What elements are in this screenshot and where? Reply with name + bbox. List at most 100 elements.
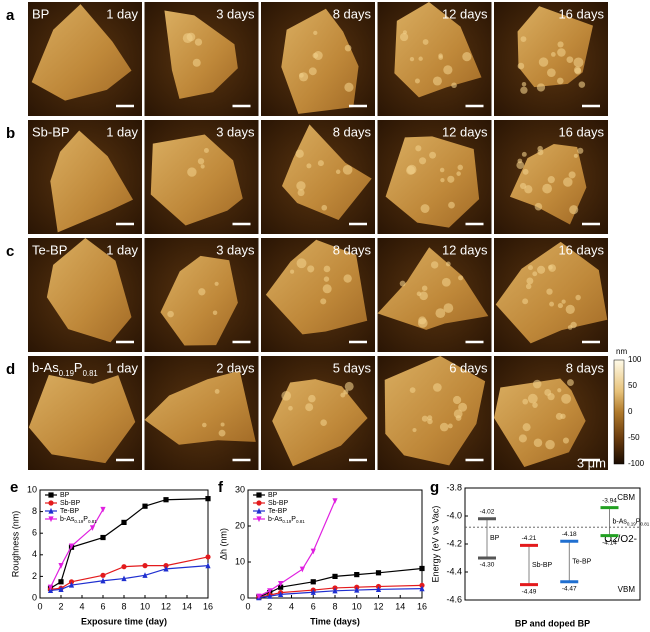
point <box>68 579 75 585</box>
day-label: 16 days <box>558 242 604 257</box>
point <box>205 562 211 569</box>
day-label: 1 day <box>106 360 138 375</box>
flake <box>377 247 489 330</box>
cbm-label: -3.94 <box>602 497 617 504</box>
spot <box>526 277 534 285</box>
spot <box>419 291 428 301</box>
day-label: 16 days <box>558 124 604 139</box>
vbm-label: -4.30 <box>480 562 495 569</box>
afm-image <box>28 2 142 116</box>
legend-marker <box>48 500 54 506</box>
point <box>278 584 284 590</box>
afm-image <box>261 2 375 116</box>
spot <box>344 44 352 52</box>
spot <box>186 32 196 42</box>
point <box>375 570 382 576</box>
spot <box>306 163 312 169</box>
spot <box>443 65 453 75</box>
x-tick-label: 12 <box>373 601 383 611</box>
spot <box>520 86 528 94</box>
cbm-text: CBM <box>617 493 635 502</box>
point <box>89 525 96 531</box>
panel-label: f <box>218 479 224 496</box>
day-label: 1 day <box>106 242 138 257</box>
spot <box>524 185 533 194</box>
spot <box>322 284 332 294</box>
x-tick-label: 12 <box>161 601 171 611</box>
afm-image <box>144 238 259 352</box>
vbm-label: -4.14 <box>602 539 617 546</box>
flake <box>50 130 134 233</box>
scale-text: 3 μm <box>577 455 606 470</box>
spot <box>418 56 423 61</box>
day-label: 1 day <box>106 124 138 139</box>
spot <box>560 413 566 420</box>
point <box>163 497 169 503</box>
spot <box>445 261 451 267</box>
y-tick-label: 8 <box>32 506 37 516</box>
y-tick-label: -3.8 <box>446 482 462 492</box>
x-tick-label: 14 <box>395 601 405 611</box>
legend-marker <box>48 507 54 514</box>
spot <box>546 288 553 295</box>
spot <box>550 52 556 57</box>
y-tick-label: 2 <box>32 571 37 581</box>
spot <box>556 77 564 85</box>
spot <box>522 298 529 305</box>
spot <box>534 202 543 211</box>
spot <box>563 177 573 187</box>
spot <box>547 176 555 184</box>
spot <box>419 157 427 165</box>
x-tick-label: 0 <box>37 601 42 611</box>
spot <box>312 52 319 59</box>
spot <box>532 271 538 277</box>
point <box>299 566 305 573</box>
spot <box>532 402 538 408</box>
spot <box>447 175 455 183</box>
spot <box>544 389 552 396</box>
day-label: 8 days <box>566 360 605 375</box>
point <box>58 579 64 585</box>
x-axis-title: Exposure time (day) <box>81 616 167 626</box>
spot <box>412 427 417 433</box>
afm-image <box>494 120 608 234</box>
point <box>68 543 75 550</box>
day-label: 12 days <box>442 6 488 21</box>
point <box>205 554 211 560</box>
afm-image <box>144 356 259 470</box>
spot <box>422 39 429 45</box>
row-label: a <box>6 7 15 24</box>
spot <box>323 276 330 282</box>
spot <box>313 30 318 36</box>
sample-label: BP <box>32 6 49 21</box>
panel-label: e <box>10 479 18 496</box>
x-axis-title: Time (days) <box>310 616 360 626</box>
legend-label: Te-BP <box>268 508 287 515</box>
point <box>310 579 316 585</box>
spot <box>197 158 205 165</box>
legend-label: BP <box>268 492 278 499</box>
spot <box>308 394 316 403</box>
point <box>332 498 338 504</box>
series <box>256 498 338 600</box>
spot <box>516 161 525 169</box>
spot <box>320 419 327 427</box>
spot <box>557 388 562 393</box>
colorbar-tick: 0 <box>628 407 633 416</box>
spot <box>561 393 572 404</box>
afm-image <box>377 238 492 352</box>
afm-image <box>494 2 608 116</box>
flake <box>160 255 238 346</box>
spot <box>557 302 563 309</box>
spot <box>520 36 527 43</box>
spot <box>527 393 538 404</box>
point <box>205 496 211 502</box>
day-label: 16 days <box>558 6 604 21</box>
spot <box>214 281 219 286</box>
flake <box>150 134 243 226</box>
afm-image <box>28 120 142 234</box>
flake <box>281 124 372 221</box>
day-label: 12 days <box>442 124 488 139</box>
legend-label: Sb-BP <box>268 500 289 507</box>
sample-label: Te-BP <box>32 242 67 257</box>
